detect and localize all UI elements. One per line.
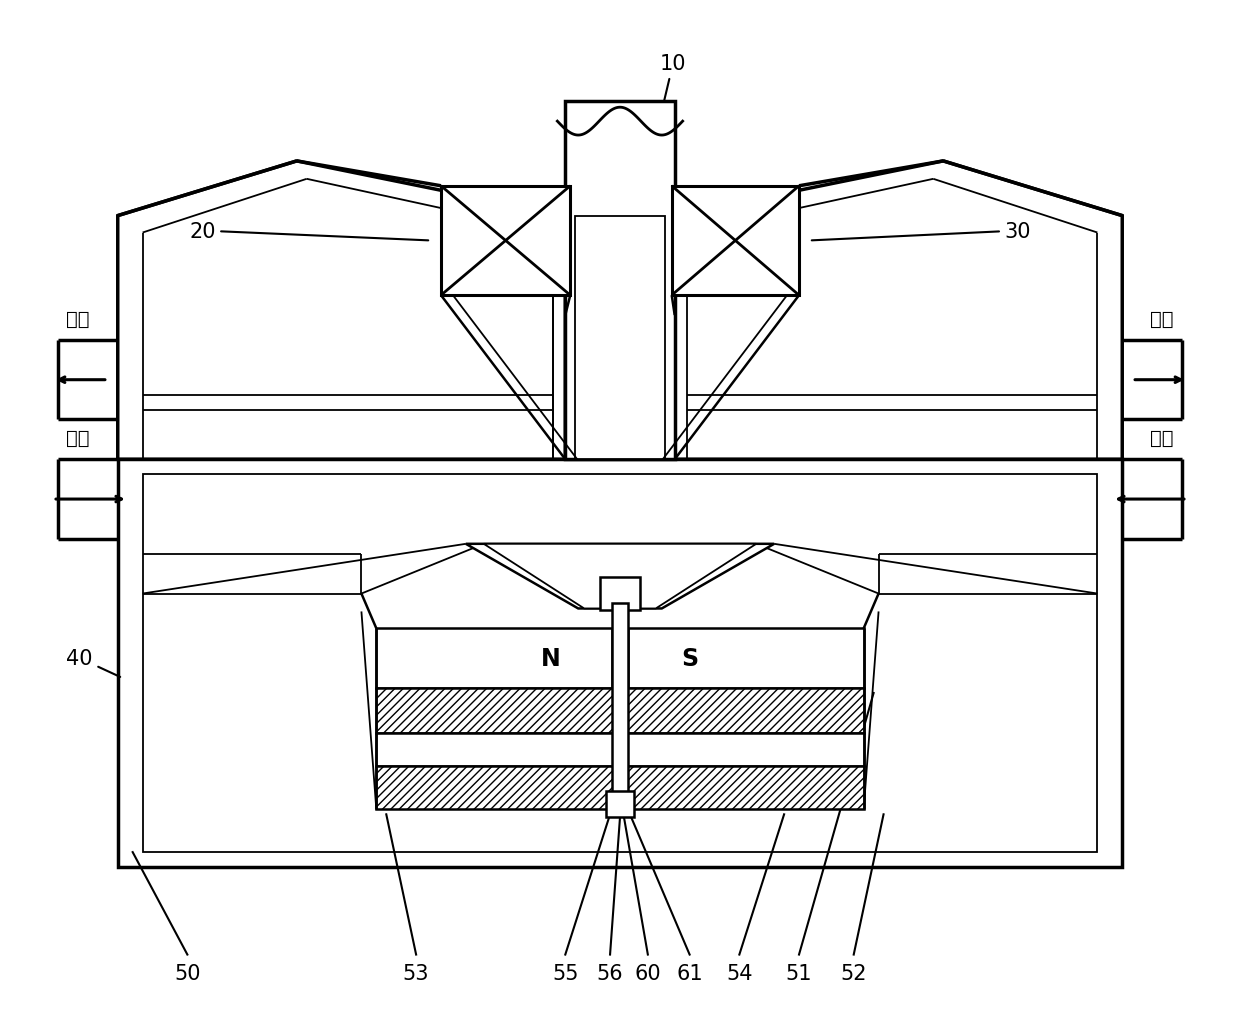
Polygon shape [466,544,774,609]
Text: 水压: 水压 [436,599,455,614]
Text: 54: 54 [727,963,753,982]
Text: 进水: 进水 [1151,429,1174,448]
Polygon shape [484,544,756,609]
Polygon shape [118,460,1122,867]
Polygon shape [575,216,665,460]
Text: 出水: 出水 [1151,310,1174,329]
Text: 11: 11 [746,510,875,564]
Text: 61: 61 [676,963,703,982]
Text: 55: 55 [552,963,579,982]
Text: 52: 52 [841,963,867,982]
Polygon shape [600,577,640,610]
Text: 50: 50 [174,963,201,982]
Polygon shape [118,460,1122,867]
Polygon shape [606,792,634,817]
Polygon shape [675,162,1122,460]
Text: 20: 20 [188,221,428,242]
Polygon shape [143,475,1097,852]
Text: 10: 10 [651,54,686,159]
Text: 51: 51 [786,963,812,982]
Polygon shape [565,102,675,460]
Polygon shape [613,604,627,809]
Text: 进水: 进水 [66,429,89,448]
Polygon shape [118,162,565,460]
Polygon shape [376,766,864,809]
Text: 40: 40 [67,648,120,678]
Text: N: N [541,646,560,671]
Text: 56: 56 [596,963,624,982]
Polygon shape [441,186,570,296]
Text: 出水: 出水 [66,310,89,329]
Text: 水压: 水压 [785,599,804,614]
Text: 53: 53 [403,963,429,982]
Polygon shape [376,689,864,733]
Text: S: S [681,646,698,671]
Polygon shape [376,629,613,689]
Text: 60: 60 [635,963,661,982]
Polygon shape [118,162,1122,460]
Polygon shape [672,186,799,296]
Polygon shape [627,629,864,689]
Text: 30: 30 [812,221,1032,242]
Polygon shape [376,733,864,766]
